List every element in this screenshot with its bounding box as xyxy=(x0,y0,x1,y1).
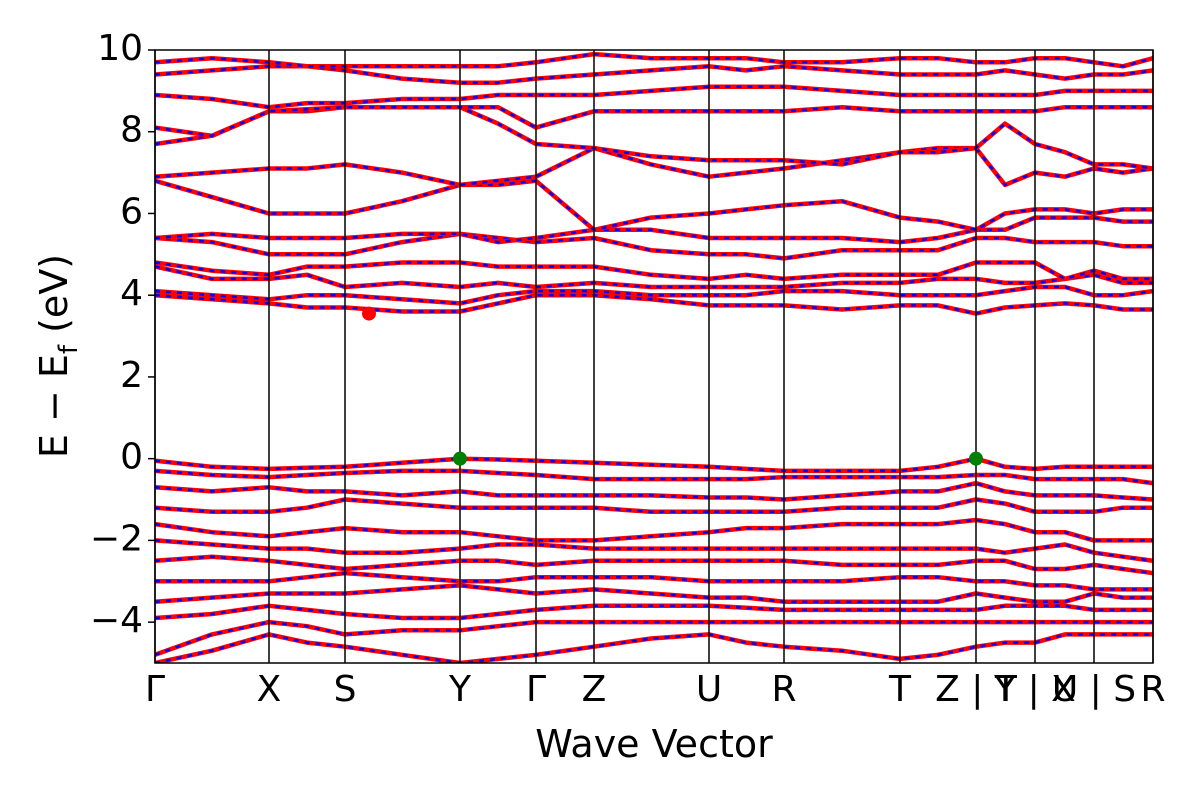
band-spin-up xyxy=(155,497,1153,515)
band-spin-up xyxy=(155,104,1153,171)
band-spin-down xyxy=(155,216,1153,244)
band-spin-up xyxy=(155,178,1153,233)
x-tick-label: U | S xyxy=(1052,669,1136,710)
x-tick-label: R xyxy=(1140,669,1165,710)
band-spin-down xyxy=(155,555,1153,575)
band-edge-marker xyxy=(453,451,467,466)
y-label-sub: f xyxy=(54,344,84,354)
band-spin-down xyxy=(155,457,1153,473)
plot-area xyxy=(155,51,1153,663)
band-spin-up xyxy=(155,145,1153,188)
band-spin-down xyxy=(155,571,1153,591)
band-spin-down xyxy=(155,261,1153,281)
band-spin-up xyxy=(155,583,1153,604)
band-spin-down xyxy=(155,633,1153,663)
y-tick-label: 4 xyxy=(120,273,143,314)
x-tick-label: U xyxy=(696,669,722,710)
band-spin-down xyxy=(155,85,1153,109)
band-edge-marker xyxy=(969,451,983,466)
x-tick-label: Y xyxy=(448,669,472,710)
band-spin-down xyxy=(155,539,1153,563)
band-spin-down xyxy=(155,469,1153,485)
band-spin-up xyxy=(155,554,1153,576)
band-spin-down xyxy=(155,105,1153,170)
plot-frame xyxy=(154,49,1154,664)
band-spin-down xyxy=(155,518,1153,542)
y-tick-label: −4 xyxy=(90,600,143,641)
band-spin-down xyxy=(155,265,1153,289)
band-spin-down xyxy=(155,52,1153,68)
x-tick-label: X xyxy=(257,669,282,710)
x-tick-label: R xyxy=(771,669,796,710)
band-spin-down xyxy=(155,498,1153,514)
x-tick-label: Γ xyxy=(145,669,165,710)
band-spin-up xyxy=(155,84,1153,110)
band-spin-down xyxy=(155,293,1153,315)
x-tick-label: Z | T xyxy=(935,669,1018,710)
band-spin-down xyxy=(155,232,1153,260)
x-tick-label: Y | X xyxy=(993,669,1076,710)
y-tick-label: 10 xyxy=(97,28,143,69)
band-spin-down xyxy=(155,584,1153,603)
x-tick-label: T xyxy=(888,669,912,710)
band-edge-marker xyxy=(362,306,376,321)
band-spin-up xyxy=(155,538,1153,564)
band-spin-down xyxy=(155,620,1153,656)
band-spin-down xyxy=(155,146,1153,187)
y-tick-label: 0 xyxy=(120,437,143,478)
y-tick-label: 8 xyxy=(120,110,143,151)
band-spin-up xyxy=(155,64,1153,85)
band-spin-up xyxy=(155,51,1153,69)
y-tick-label: −2 xyxy=(90,518,143,559)
band-spin-down xyxy=(155,481,1153,501)
x-tick-label: Γ xyxy=(526,669,546,710)
band-spin-down xyxy=(155,179,1153,232)
x-axis-label: Wave Vector xyxy=(535,722,773,766)
band-spin-down xyxy=(155,285,1153,305)
band-spin-up xyxy=(155,292,1153,316)
y-tick-label: 2 xyxy=(120,355,143,396)
band-spin-down xyxy=(155,604,1153,620)
band-spin-down xyxy=(155,105,1153,138)
band-spin-up xyxy=(155,468,1153,486)
band-spin-down xyxy=(155,65,1153,84)
y-tick-label: 6 xyxy=(120,191,143,232)
y-label-main: E − E xyxy=(32,354,76,458)
y-axis-label: E − Ef (eV) xyxy=(32,254,84,458)
y-label-unit: (eV) xyxy=(32,254,76,345)
band-spin-up xyxy=(155,603,1153,621)
x-tick-label: Z xyxy=(582,669,607,710)
x-tick-label: S xyxy=(334,669,357,710)
